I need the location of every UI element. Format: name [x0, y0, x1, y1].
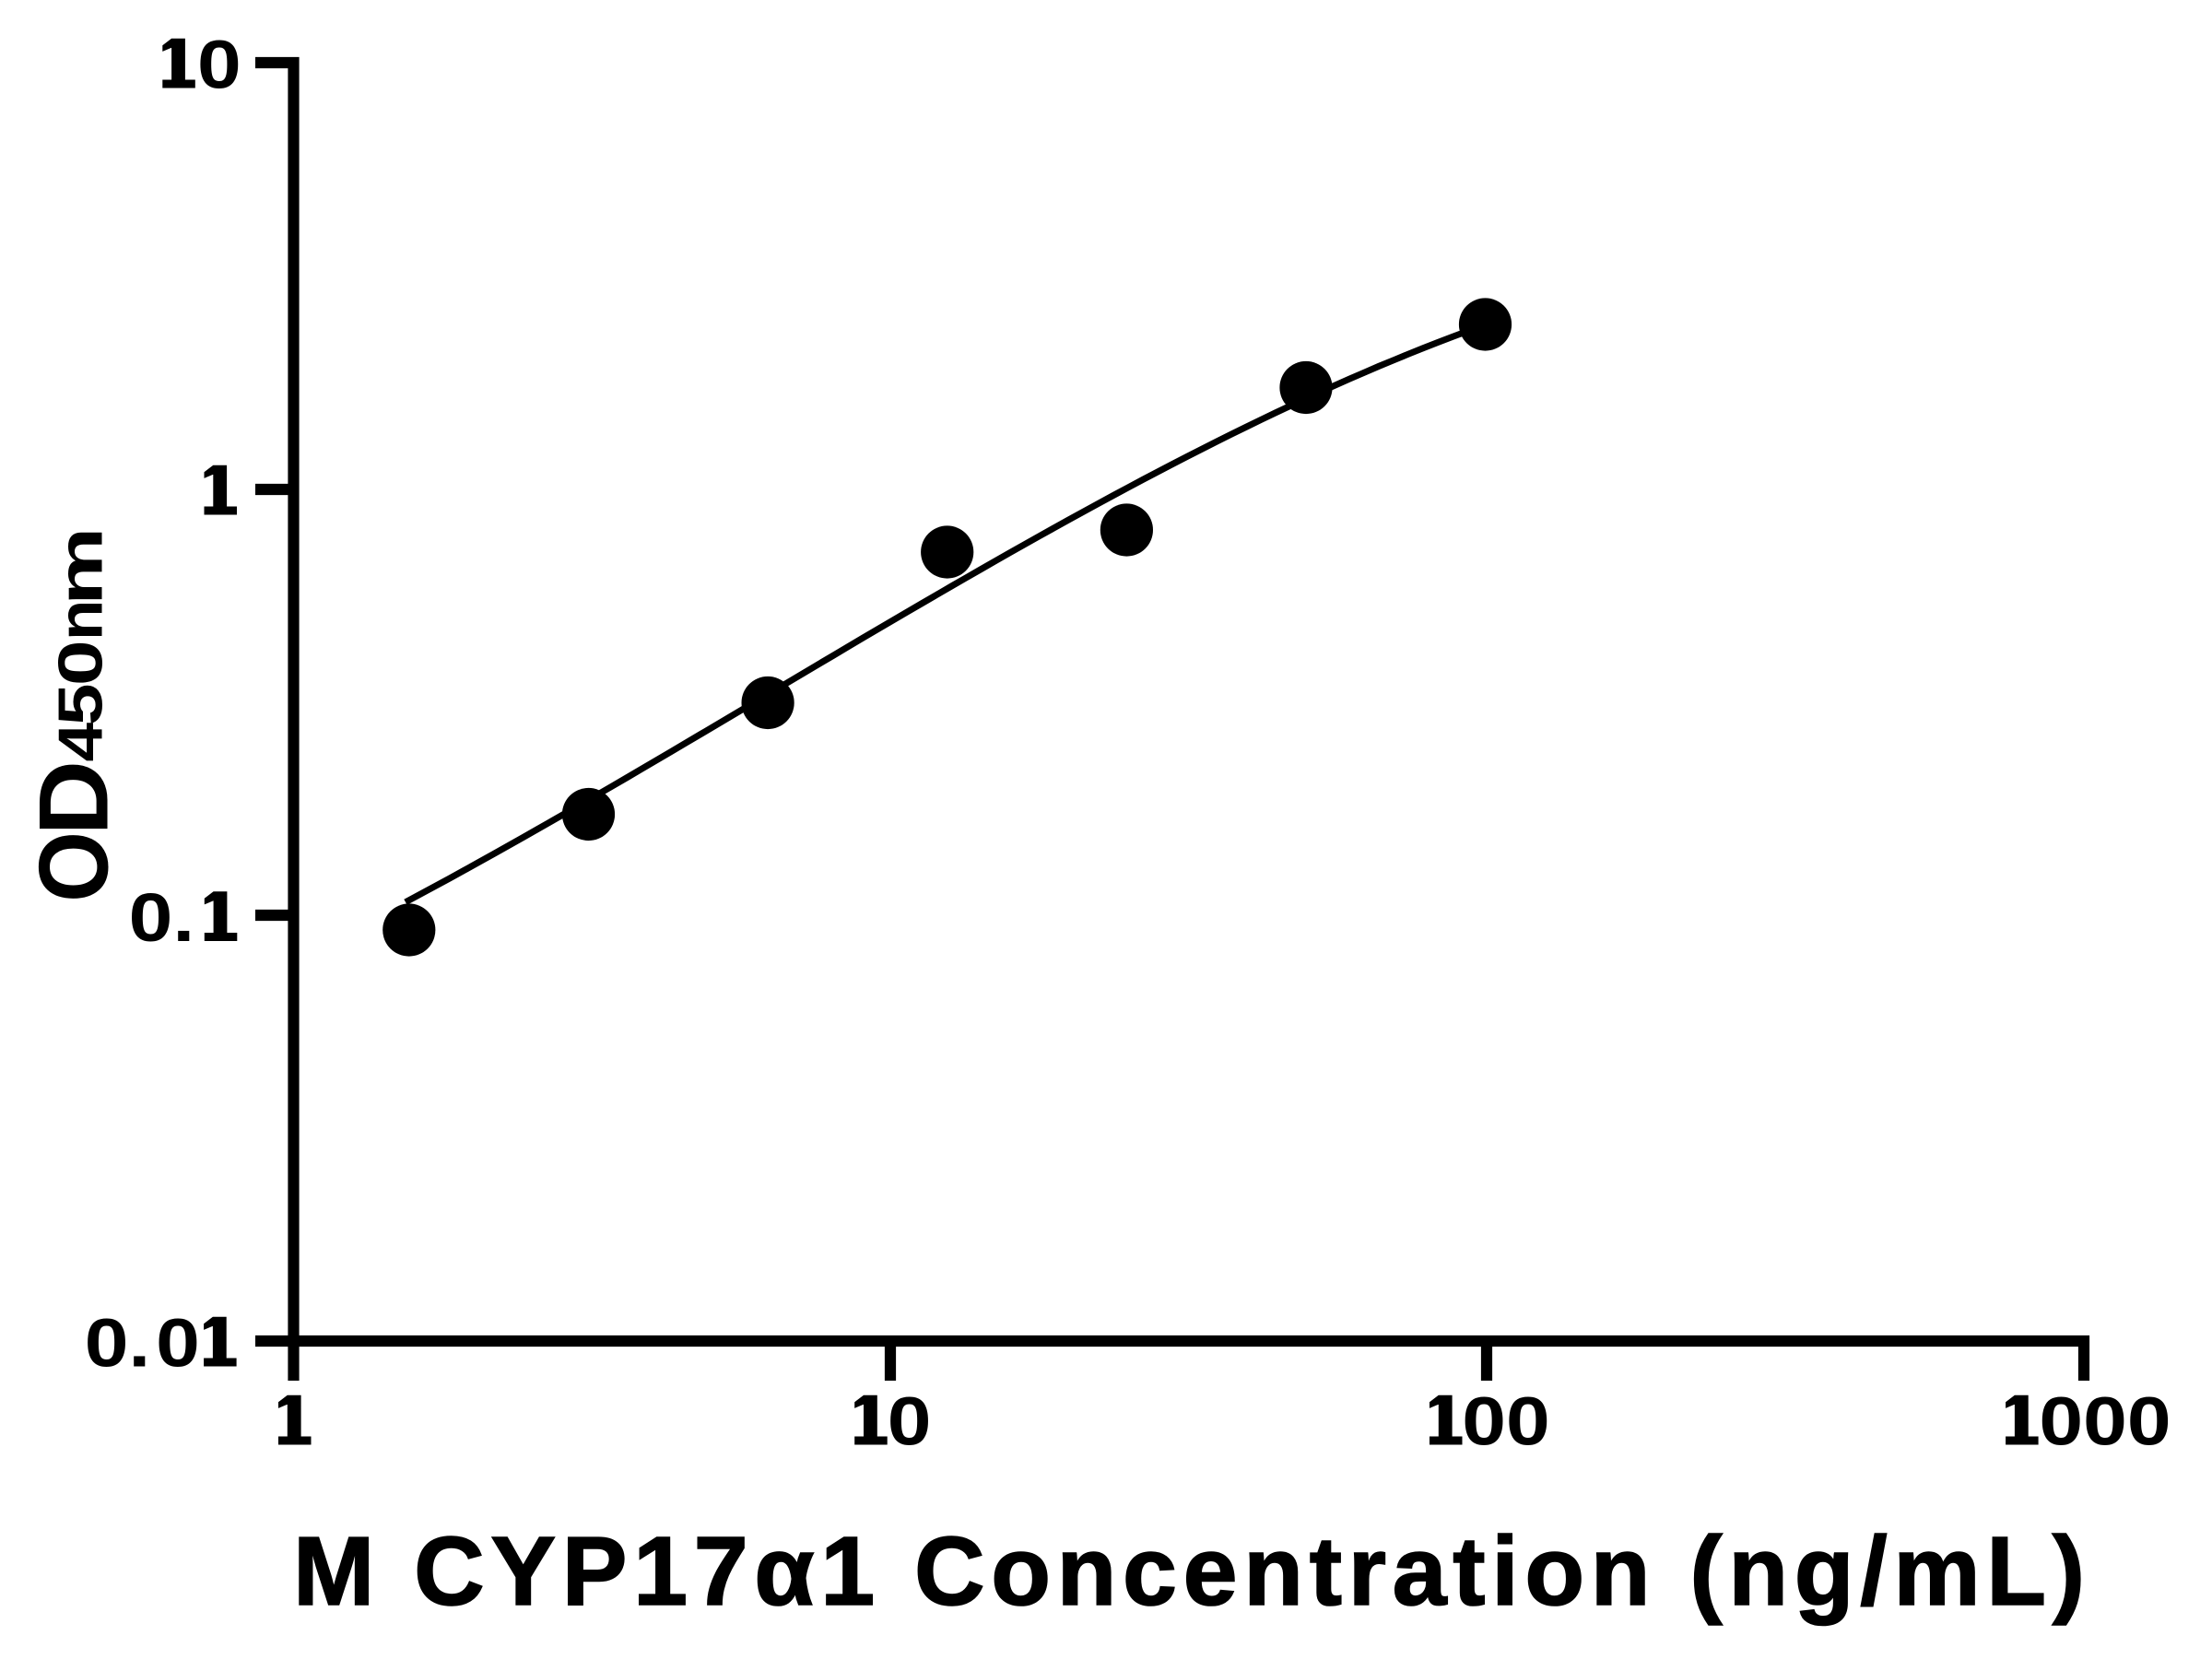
svg-text:00: 00	[1462, 1382, 1549, 1459]
svg-text:0: 0	[45, 640, 115, 686]
svg-text:0.: 0.	[129, 879, 195, 956]
svg-text:D: D	[18, 760, 128, 836]
svg-text:0: 0	[156, 1304, 200, 1381]
svg-text:O: O	[18, 831, 128, 902]
svg-text:m: m	[45, 527, 115, 606]
svg-text:0: 0	[888, 1382, 932, 1459]
svg-text:0: 0	[197, 26, 241, 102]
svg-text:5: 5	[46, 683, 116, 725]
svg-text:n: n	[45, 599, 115, 641]
svg-text:M CYP17α1 Concentration (ng/mL: M CYP17α1 Concentration (ng/mL)	[293, 1517, 2085, 1626]
svg-text:4: 4	[45, 723, 115, 762]
svg-text:0.: 0.	[85, 1304, 151, 1381]
svg-text:000: 000	[2039, 1382, 2171, 1459]
